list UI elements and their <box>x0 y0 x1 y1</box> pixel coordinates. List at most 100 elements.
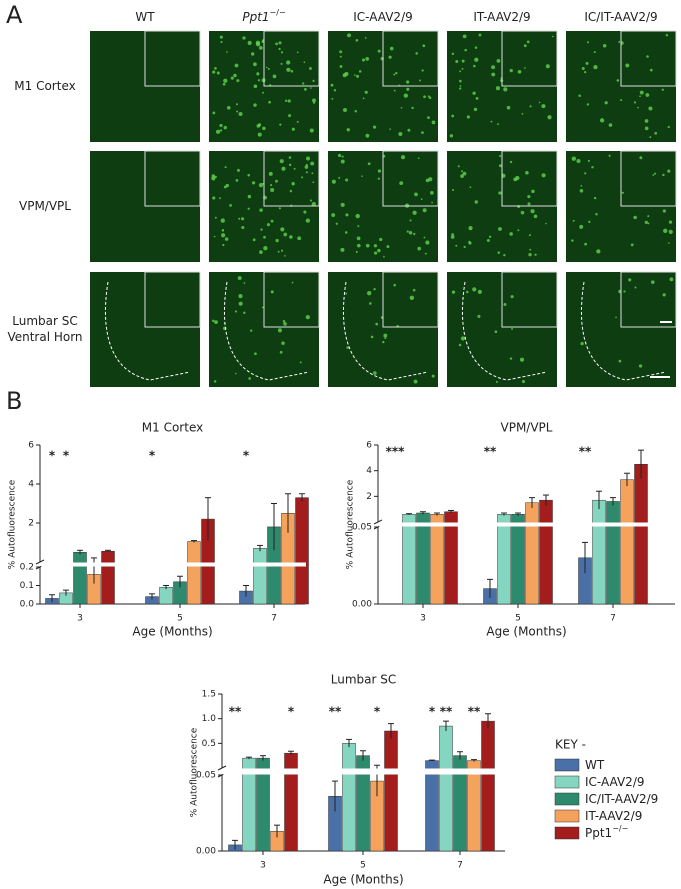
cell-dot <box>270 219 274 223</box>
cell-dot <box>409 295 415 300</box>
cell-dot <box>400 107 403 109</box>
cell-dot <box>289 189 293 193</box>
cell-dot <box>584 70 587 74</box>
cell-dot <box>369 302 372 305</box>
cell-dot <box>571 156 577 161</box>
cell-dot <box>268 100 271 104</box>
cell-dot <box>474 200 478 204</box>
cell-dot <box>472 64 476 68</box>
cell-dot <box>616 79 620 82</box>
cell-dot <box>280 249 284 252</box>
cell-dot <box>474 57 479 62</box>
cell-dot <box>250 329 253 332</box>
cell-dot <box>280 51 284 54</box>
cell-dot <box>213 380 217 383</box>
cell-dot <box>515 175 520 181</box>
cell-dot <box>261 182 264 185</box>
y-tick-label: 0.00 <box>352 600 372 610</box>
bar <box>525 502 539 605</box>
cell-dot <box>669 277 674 282</box>
cell-dot <box>224 237 229 241</box>
cell-dot <box>279 350 283 354</box>
significance: ** <box>468 705 481 719</box>
cell-dot <box>525 170 529 175</box>
cell-dot <box>521 379 526 384</box>
panel-label: B <box>6 387 22 415</box>
legend-label: IC/IT-AAV2/9 <box>585 792 658 806</box>
bar <box>402 514 416 605</box>
cell-dot <box>220 40 223 44</box>
bar <box>511 514 525 605</box>
cell-dot <box>288 114 292 118</box>
cell-dot <box>510 295 514 299</box>
cell-dot <box>461 67 464 70</box>
cell-dot <box>628 278 632 282</box>
cell-dot <box>367 291 372 296</box>
cell-dot <box>667 169 671 173</box>
cell-dot <box>475 96 479 100</box>
cell-dot <box>289 235 293 239</box>
inset <box>263 271 320 328</box>
legend-title: KEY - <box>555 738 586 752</box>
cell-dot <box>339 65 343 68</box>
cell-dot <box>462 34 467 39</box>
cell-dot <box>422 208 427 213</box>
cell-dot <box>409 219 412 222</box>
cell-dot <box>545 64 550 69</box>
cell-dot <box>279 159 284 164</box>
cell-dot <box>517 229 520 232</box>
cell-dot <box>377 169 382 173</box>
cell-dot <box>255 40 261 45</box>
cell-dot <box>623 290 626 293</box>
cell-dot <box>421 131 424 134</box>
cell-dot <box>639 95 641 98</box>
cell-dot <box>212 196 216 200</box>
cell-dot <box>466 290 469 294</box>
cell-dot <box>267 68 270 71</box>
cell-dot <box>491 72 496 77</box>
cell-dot <box>364 36 367 39</box>
x-tick-label: 7 <box>610 614 616 624</box>
cell-dot <box>288 156 292 159</box>
cell-dot <box>288 163 292 167</box>
column-header: IC/IT-AAV2/9 <box>584 10 657 24</box>
cell-dot <box>497 251 501 254</box>
cell-dot <box>533 214 538 219</box>
significance: *** <box>386 445 406 459</box>
cell-dot <box>243 282 246 284</box>
x-axis-label: Age (Months) <box>323 873 403 887</box>
cell-dot <box>310 161 315 166</box>
cell-dot <box>340 159 345 164</box>
cell-dot <box>282 320 286 323</box>
cell-dot <box>412 210 417 215</box>
legend-swatch <box>554 809 580 823</box>
cell-dot <box>528 253 532 257</box>
cell-dot <box>431 120 436 125</box>
cell-dot <box>278 41 282 45</box>
column-header-main: IT-AAV2/9 <box>473 10 530 24</box>
cell-dot <box>304 165 309 169</box>
cell-dot <box>283 232 288 237</box>
cell-dot <box>281 166 286 171</box>
cell-dot <box>221 229 225 232</box>
cell-dot <box>524 67 526 69</box>
cell-dot <box>257 79 261 82</box>
cell-dot <box>291 127 295 131</box>
cell-dot <box>284 99 288 103</box>
x-tick-label: 5 <box>515 614 521 624</box>
significance: ** <box>329 705 342 719</box>
cell-dot <box>490 120 493 123</box>
inset <box>382 30 439 87</box>
bar <box>159 587 173 605</box>
cell-dot <box>346 346 349 349</box>
cell-dot <box>340 202 345 207</box>
y-tick-label: 4 <box>366 466 372 476</box>
cell-dot <box>571 239 574 242</box>
cell-dot <box>216 71 220 75</box>
cell-dot <box>260 228 263 231</box>
cell-dot <box>389 128 391 130</box>
cell-dot <box>338 176 341 179</box>
cell-dot <box>296 51 299 54</box>
cell-dot <box>393 73 396 76</box>
cell-dot <box>495 86 500 91</box>
